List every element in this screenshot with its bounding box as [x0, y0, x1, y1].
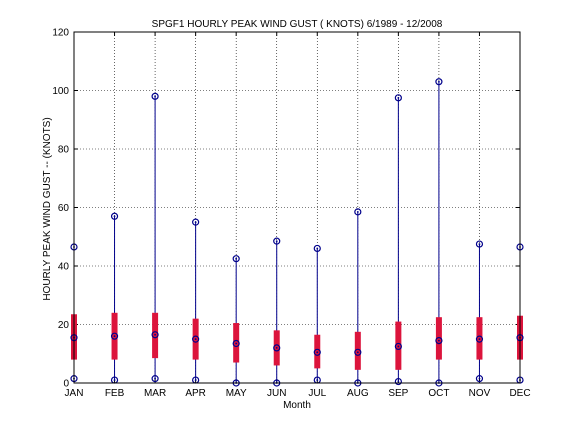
y-tick-label: 80: [58, 145, 70, 156]
median-marker: [232, 339, 240, 348]
x-tick-label: MAR: [144, 388, 166, 399]
max-marker: [151, 92, 159, 100]
grid-lines: [73, 31, 521, 384]
axes-frame: [73, 31, 521, 384]
median-marker-dot: [438, 339, 440, 342]
x-tick-label: AUG: [347, 388, 369, 399]
max-marker-dot: [235, 257, 238, 260]
min-marker: [394, 377, 402, 386]
box-oct: [435, 78, 443, 387]
x-tick-label: APR: [185, 388, 206, 399]
max-marker: [232, 255, 240, 263]
max-marker: [394, 94, 402, 102]
x-tick-label: OCT: [428, 388, 449, 399]
min-marker: [151, 375, 159, 383]
max-marker-dot: [478, 243, 481, 245]
median-marker: [151, 331, 159, 339]
y-tick-label: 100: [52, 86, 69, 97]
boxplot-marks: [70, 78, 524, 387]
median-marker-dot: [194, 338, 197, 341]
max-marker: [273, 237, 281, 245]
box-apr: [192, 218, 200, 384]
box-jun: [273, 237, 281, 387]
min-marker: [475, 375, 484, 383]
max-marker: [110, 212, 119, 220]
max-marker-dot: [316, 247, 319, 250]
iqr-box: [435, 317, 442, 360]
max-marker: [435, 78, 443, 86]
y-tick-label: 0: [63, 379, 69, 390]
max-marker-dot: [397, 96, 400, 99]
max-marker-dot: [154, 95, 156, 98]
x-tick-labels: JAN FEB MAR APR MAY JUN JUL AUG SEP OCT NOV DEC: [65, 388, 531, 399]
median-marker-dot: [478, 338, 481, 341]
max-marker: [192, 218, 200, 226]
max-marker-dot: [438, 80, 440, 83]
median-marker: [435, 336, 443, 345]
median-marker: [475, 335, 484, 343]
x-tick-label: JAN: [65, 388, 84, 399]
median-marker-dot: [397, 345, 400, 348]
y-tick-labels: 0 20 40 60 80 100 120: [52, 28, 69, 390]
min-marker-dot: [194, 379, 197, 381]
x-tick-label: JUL: [308, 388, 326, 399]
median-marker: [354, 348, 362, 356]
median-marker: [192, 335, 200, 343]
x-tick-label: SEP: [388, 388, 408, 399]
median-marker: [313, 348, 321, 356]
box-sep: [394, 94, 402, 386]
min-marker-dot: [316, 379, 319, 381]
x-tick-label: DEC: [509, 388, 530, 399]
max-marker: [475, 240, 484, 248]
y-tick-label: 40: [58, 262, 70, 273]
chart-title: SPGF1 HOURLY PEAK WIND GUST ( KNOTS) 6/1…: [152, 19, 443, 30]
min-marker-dot: [113, 379, 116, 381]
median-marker-dot: [356, 351, 359, 354]
x-tick-label: FEB: [105, 388, 125, 399]
median-marker-dot: [275, 347, 278, 349]
x-tick-label: JUN: [267, 388, 286, 399]
y-axis-label: HOURLY PEAK WIND GUST -- (KNOTS): [42, 117, 53, 300]
max-marker-dot: [113, 215, 116, 218]
y-tick-label: 120: [52, 28, 69, 39]
median-marker-dot: [316, 351, 319, 354]
x-tick-label: NOV: [469, 388, 491, 399]
max-marker-dot: [356, 210, 359, 213]
max-marker-dot: [194, 221, 197, 224]
y-tick-label: 20: [58, 320, 70, 331]
box-nov: [475, 240, 484, 383]
x-axis-label: Month: [283, 400, 311, 411]
max-marker: [313, 244, 321, 253]
box-jul: [313, 244, 321, 384]
max-marker-dot: [275, 240, 278, 243]
min-marker-dot: [478, 377, 481, 380]
x-tick-label: MAY: [226, 388, 247, 399]
box-may: [232, 255, 240, 387]
median-marker: [273, 344, 281, 352]
median-marker-dot: [113, 335, 116, 338]
max-marker: [354, 208, 362, 216]
median-marker-dot: [154, 333, 156, 336]
median-marker: [110, 332, 119, 340]
box-mar: [151, 92, 159, 383]
iqr-box: [354, 331, 361, 370]
y-tick-label: 60: [58, 203, 70, 214]
min-marker-dot: [397, 380, 400, 383]
box-aug: [354, 208, 362, 387]
median-marker: [394, 342, 402, 351]
box-feb: [110, 212, 119, 384]
min-marker-dot: [154, 377, 156, 380]
median-marker-dot: [235, 342, 238, 345]
